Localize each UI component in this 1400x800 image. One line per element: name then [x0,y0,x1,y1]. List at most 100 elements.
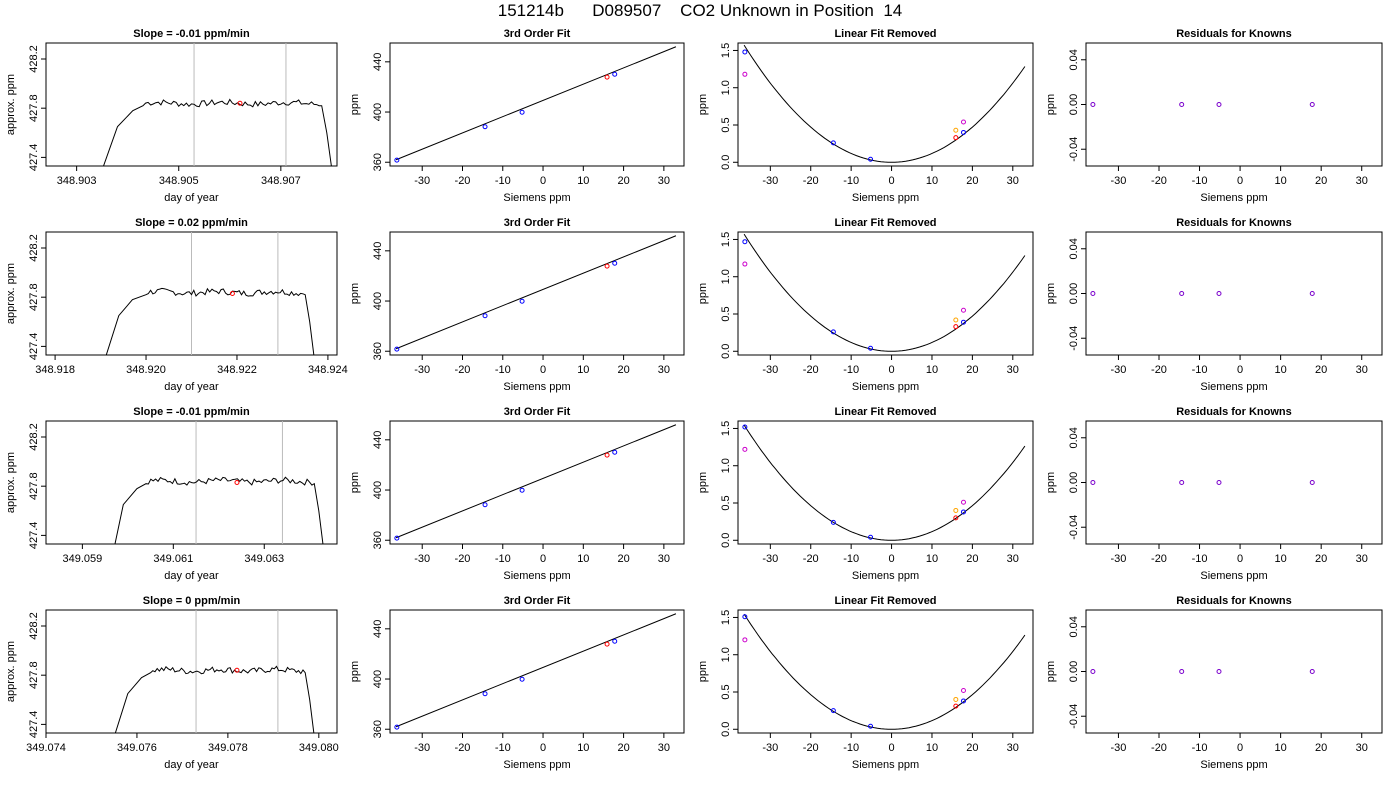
y-axis-label: ppm [1045,283,1057,304]
x-tick-label: 348.907 [261,175,301,187]
x-tick-label: -20 [803,553,819,565]
magenta-point [742,71,748,77]
plot-area [394,424,677,541]
y-axis-label: ppm [1045,94,1057,115]
x-tick-label: -20 [803,742,819,754]
plot-area [394,235,677,352]
y-tick-label: 0.5 [720,684,732,699]
y-axis-label: ppm [697,283,709,304]
x-axis-label: Siemens ppm [503,570,570,582]
x-tick-label: 348.924 [308,364,348,376]
unknown-point [604,641,610,647]
plot-area [1090,480,1315,485]
plot-frame [389,609,685,734]
fit-line [395,235,677,350]
y-axis-label: ppm [697,94,709,115]
unknown-point [953,515,959,521]
x-axis-label: Siemens ppm [852,381,919,393]
x-tick-label: 10 [577,364,589,376]
panel-row3-residuals: Residuals for Knowns -30 -20 -10 0 10 20 30 -0.0… [1045,406,1383,582]
x-tick-label: 20 [617,742,629,754]
x-tick-label: -20 [455,553,471,565]
y-tick-label: -0.04 [1068,704,1080,729]
x-axis-label: Siemens ppm [1200,381,1267,393]
x-tick-label: 10 [577,742,589,754]
y-tick-label: 427.4 [28,522,40,550]
x-tick-label: 0 [888,553,894,565]
known-point [868,534,874,540]
known-point [960,509,966,515]
x-tick-label: 348.920 [126,364,166,376]
residual-point [1179,480,1185,485]
x-tick-label: 20 [617,364,629,376]
y-tick-label: 0.04 [1068,49,1080,70]
orange-point [953,127,959,133]
plot-frame [389,231,685,356]
x-tick-label: 10 [1275,364,1287,376]
y-tick-label: 0.0 [720,344,732,359]
panel-row3-linear: Linear Fit Removed -30 -20 -10 0 10 20 30 0.0 0.5… [697,406,1034,582]
y-axis-label: ppm [697,661,709,682]
quadratic-curve [743,424,1026,541]
known-point [612,71,618,77]
panel-title: 3rd Order Fit [504,406,571,418]
residual-point [1309,102,1315,107]
x-axis-label: day of year [164,192,219,204]
x-tick-label: -20 [1151,742,1167,754]
y-tick-label: 360 [372,153,384,171]
orange-point [953,696,959,702]
plot-area [394,613,677,730]
x-axis-label: Siemens ppm [503,759,570,771]
x-tick-label: 30 [1356,553,1368,565]
x-axis-label: day of year [164,759,219,771]
unknown-point [237,100,243,106]
plot-frame [45,420,338,545]
plot-frame [1085,609,1383,734]
x-tick-label: -10 [843,175,859,187]
known-point [482,313,488,319]
x-tick-label: -20 [455,742,471,754]
quadratic-curve [743,613,1026,730]
x-tick-label: 348.918 [35,364,75,376]
known-point [830,140,836,146]
panel-title: Residuals for Knowns [1176,217,1292,229]
plot-frame [737,42,1034,167]
x-tick-label: 20 [617,175,629,187]
x-tick-label: -30 [414,742,430,754]
y-tick-label: 427.4 [28,144,40,172]
y-axis-label: ppm [349,94,361,115]
x-tick-label: -10 [1192,742,1208,754]
y-tick-label: 427.4 [28,333,40,361]
x-tick-label: -20 [1151,364,1167,376]
x-tick-label: -30 [762,553,778,565]
fit-line [395,46,677,161]
unknown-point [229,291,235,296]
y-tick-label: 360 [372,720,384,738]
x-tick-label: -10 [843,553,859,565]
x-tick-label: -30 [762,175,778,187]
x-axis-label: Siemens ppm [1200,192,1267,204]
panel-title: Linear Fit Removed [834,217,936,229]
x-tick-label: 30 [1007,364,1019,376]
y-tick-label: 400 [372,103,384,121]
panel-row2-linear: Linear Fit Removed -30 -20 -10 0 10 20 30 0.0 0.5… [697,217,1034,393]
x-tick-label: 349.059 [62,553,102,565]
x-tick-label: 349.074 [26,742,66,754]
x-tick-label: 20 [617,553,629,565]
x-tick-label: 30 [1356,742,1368,754]
residual-point [1216,291,1222,296]
x-tick-label: 348.903 [57,175,97,187]
x-tick-label: -10 [1192,553,1208,565]
x-tick-label: -20 [1151,553,1167,565]
y-tick-label: 440 [372,431,384,449]
y-tick-label: 1.5 [720,43,732,58]
y-tick-label: 440 [372,53,384,71]
y-tick-label: 0.0 [720,722,732,737]
plot-frame [1085,231,1383,356]
panel-row1-residuals: Residuals for Knowns -30 -20 -10 0 10 20 30 -0.0… [1045,28,1383,204]
plot-area [1090,102,1315,107]
y-tick-label: 427.4 [28,711,40,739]
page-title: 151214b D089507 CO2 Unknown in Position … [497,1,903,20]
x-tick-label: 30 [658,742,670,754]
plot-area [105,232,315,355]
